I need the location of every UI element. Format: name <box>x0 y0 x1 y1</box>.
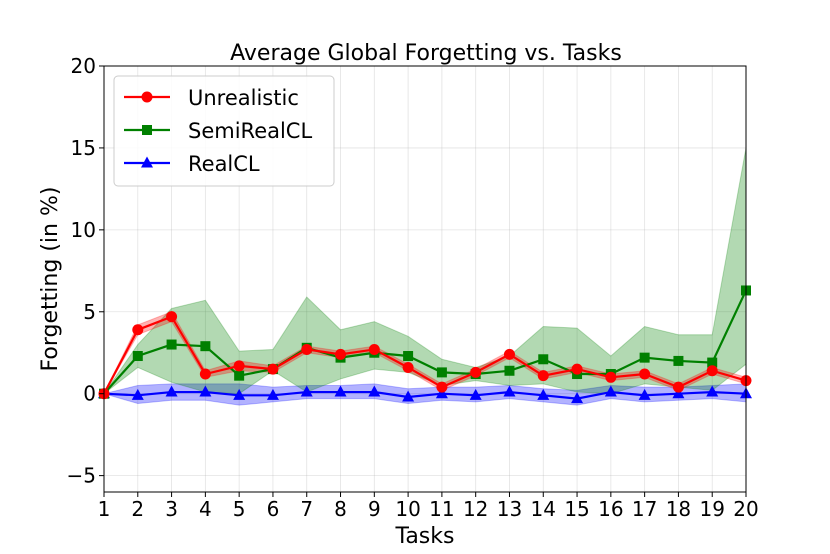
point-realcl <box>503 385 516 397</box>
point-semirealcl <box>436 367 447 378</box>
y-tick-label: −5 <box>67 464 96 488</box>
point-realcl <box>537 388 550 400</box>
point-realcl <box>604 385 617 397</box>
x-tick-label: 6 <box>267 497 280 521</box>
point-realcl <box>199 385 212 397</box>
x-tick-label: 18 <box>666 497 691 521</box>
point-semirealcl <box>673 355 684 366</box>
chart-title: Average Global Forgetting vs. Tasks <box>230 41 622 66</box>
y-axis-label: Forgetting (in %) <box>38 187 63 372</box>
point-realcl <box>706 385 719 397</box>
point-unrealistic <box>199 368 211 380</box>
y-axis-ticks: −5 0 5 10 15 20 <box>67 54 104 488</box>
legend-label: RealCL <box>188 152 260 176</box>
point-unrealistic <box>368 343 380 355</box>
point-semirealcl <box>200 341 211 352</box>
line-semirealcl <box>103 290 747 395</box>
point-unrealistic <box>166 311 178 323</box>
x-axis-label: Tasks <box>395 524 455 549</box>
legend-label: SemiRealCL <box>188 119 312 143</box>
point-unrealistic <box>436 381 448 393</box>
x-tick-label: 15 <box>564 497 589 521</box>
point-unrealistic <box>335 348 347 360</box>
x-tick-label: 8 <box>334 497 347 521</box>
legend: Unrealistic SemiRealCL RealCL <box>113 75 335 187</box>
line-unrealistic <box>103 315 747 395</box>
point-realcl <box>638 388 651 400</box>
x-tick-label: 1 <box>98 497 111 521</box>
series-markers <box>98 285 752 404</box>
x-tick-label: 7 <box>300 497 313 521</box>
point-realcl <box>300 385 313 397</box>
x-tick-label: 19 <box>699 497 724 521</box>
x-tick-label: 2 <box>131 497 144 521</box>
point-unrealistic <box>672 381 684 393</box>
point-realcl <box>334 385 347 397</box>
x-tick-label: 13 <box>497 497 522 521</box>
plot-frame <box>103 65 747 493</box>
point-unrealistic <box>503 348 515 360</box>
point-unrealistic <box>233 360 245 372</box>
point-semirealcl <box>504 365 515 376</box>
x-tick-label: 11 <box>429 497 454 521</box>
point-unrealistic <box>706 365 718 377</box>
y-tick-label: 15 <box>71 136 96 160</box>
point-unrealistic <box>402 361 414 373</box>
point-realcl <box>435 387 448 399</box>
y-tick-label: 5 <box>83 300 96 324</box>
x-tick-label: 20 <box>733 497 758 521</box>
point-realcl <box>672 387 685 399</box>
point-realcl <box>266 388 279 400</box>
legend-marker <box>141 91 153 103</box>
point-realcl <box>165 385 178 397</box>
point-realcl <box>368 385 381 397</box>
x-tick-label: 5 <box>233 497 246 521</box>
x-axis-ticks: 1 2 3 4 5 6 7 8 9 10 11 12 13 14 15 16 17 18 19 20 <box>98 492 759 521</box>
point-semirealcl <box>639 352 650 363</box>
point-unrealistic <box>301 343 313 355</box>
point-semirealcl <box>132 351 143 362</box>
point-unrealistic <box>267 363 279 375</box>
line-realcl <box>103 390 747 400</box>
x-tick-label: 14 <box>531 497 556 521</box>
legend-box <box>113 75 335 187</box>
y-tick-label: 20 <box>71 54 96 78</box>
point-unrealistic <box>132 324 144 336</box>
x-tick-label: 12 <box>463 497 488 521</box>
x-tick-label: 9 <box>368 497 381 521</box>
point-semirealcl <box>403 351 414 362</box>
point-unrealistic <box>571 363 583 375</box>
point-realcl <box>233 388 246 400</box>
x-tick-label: 10 <box>395 497 420 521</box>
series-lines <box>103 290 747 400</box>
legend-marker <box>141 156 153 168</box>
legend-label: Unrealistic <box>188 86 299 110</box>
legend-marker <box>142 125 152 135</box>
point-unrealistic <box>537 370 549 382</box>
point-semirealcl <box>234 370 245 381</box>
point-realcl <box>402 390 415 402</box>
point-realcl <box>571 392 584 404</box>
y-tick-label: 0 <box>83 382 96 406</box>
point-semirealcl <box>166 339 177 350</box>
point-unrealistic <box>639 368 651 380</box>
x-tick-label: 3 <box>165 497 178 521</box>
x-tick-label: 16 <box>598 497 623 521</box>
point-semirealcl <box>538 354 549 365</box>
point-unrealistic <box>470 366 482 378</box>
x-tick-label: 4 <box>199 497 212 521</box>
point-realcl <box>131 388 144 400</box>
x-tick-label: 17 <box>632 497 657 521</box>
y-tick-label: 10 <box>71 218 96 242</box>
point-realcl <box>469 388 482 400</box>
point-unrealistic <box>605 371 617 383</box>
point-semirealcl <box>707 357 718 368</box>
